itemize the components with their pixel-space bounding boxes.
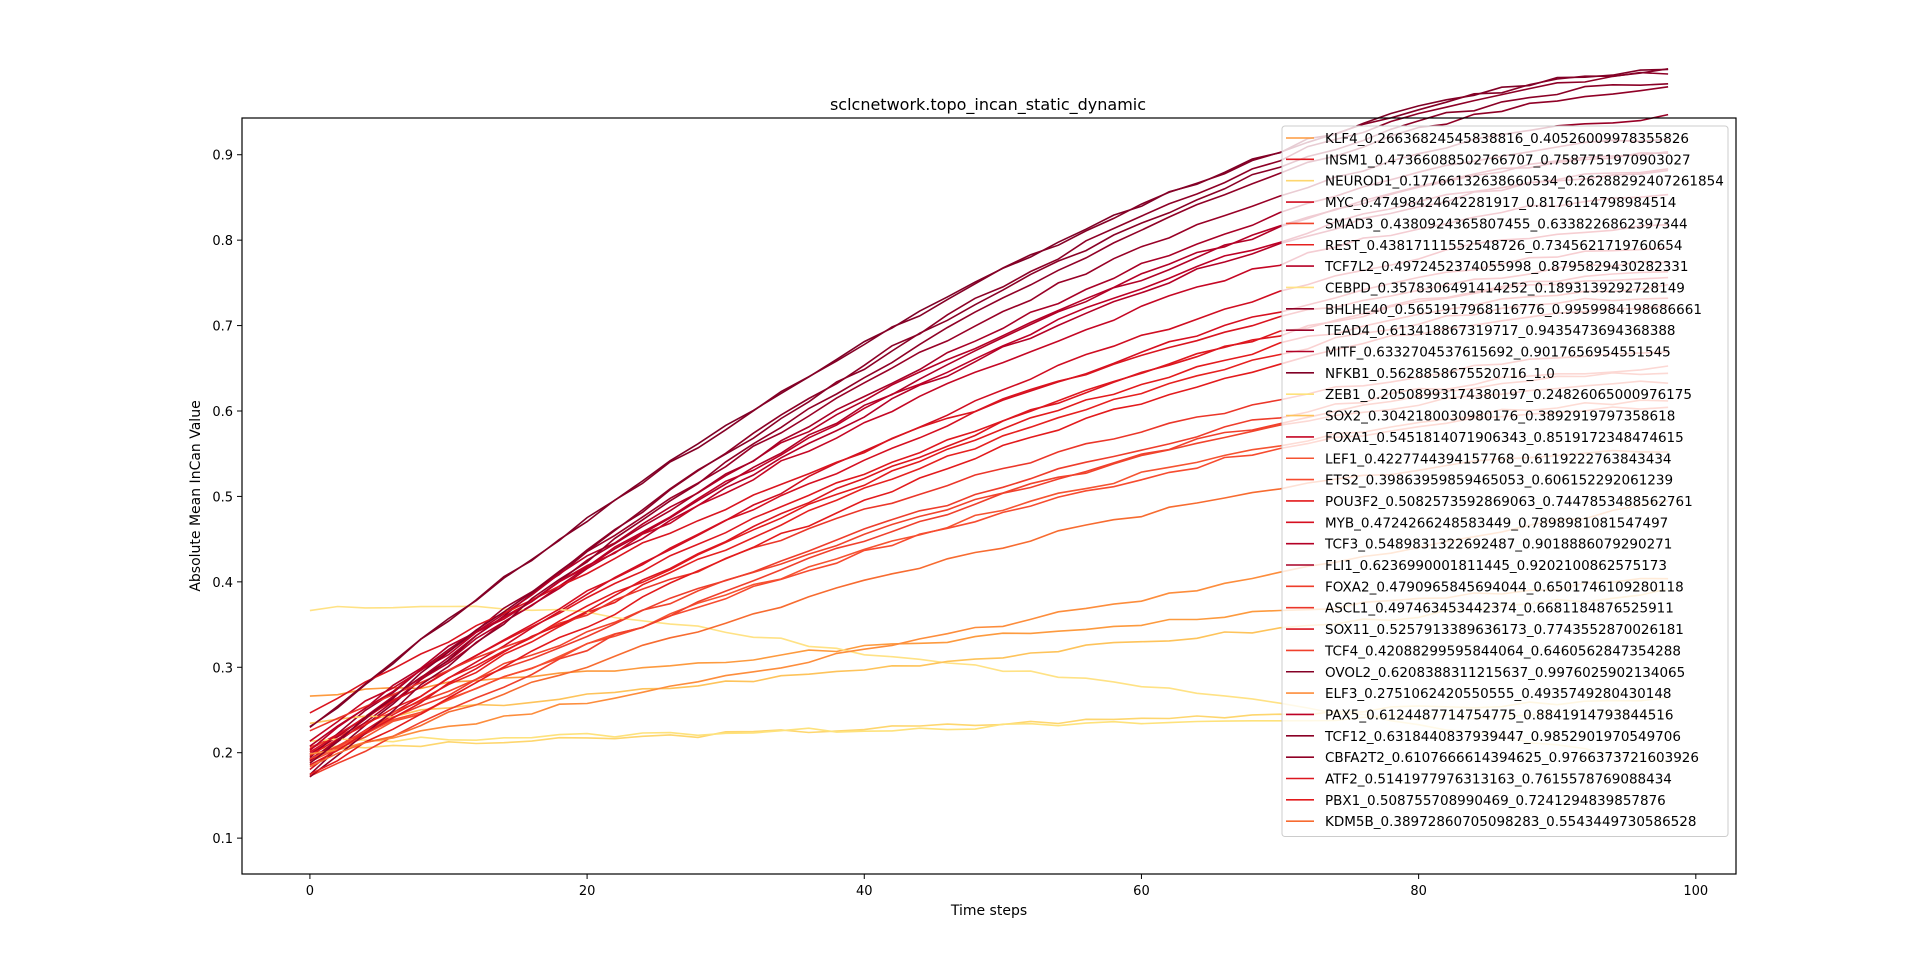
- x-axis: 0 20 40 60 80 100: [306, 874, 1708, 899]
- x-axis-label: Time steps: [950, 903, 1027, 919]
- legend-entry: SOX2_0.3042180030980176_0.38929197973586…: [1325, 409, 1675, 425]
- legend-entry: TCF12_0.6318440837939447_0.9852901970549…: [1324, 729, 1681, 745]
- legend-entry: FOXA2_0.4790965845694044_0.6501746109280…: [1325, 579, 1684, 595]
- legend-entry: FLI1_0.6236990001811445_0.92021008625751…: [1325, 558, 1667, 574]
- legend-entry: FOXA1_0.5451814071906343_0.8519172348474…: [1325, 430, 1684, 446]
- x-tick-label: 20: [579, 884, 596, 899]
- legend-entry: TEAD4_0.613418867319717_0.94354736943683…: [1324, 323, 1676, 339]
- legend-entry: OVOL2_0.6208388311215637_0.9976025902134…: [1325, 665, 1685, 681]
- legend: KLF4_0.26636824545838816_0.4052600997835…: [1281, 125, 1729, 838]
- legend-entry: CEBPD_0.3578306491414252_0.1893139292728…: [1325, 280, 1685, 296]
- legend-entry: NFKB1_0.5628858675520716_1.0: [1325, 366, 1555, 382]
- legend-entry: BHLHE40_0.5651917968116776_0.99599841986…: [1325, 302, 1702, 318]
- legend-entry: PAX5_0.6124487714754775_0.88419147938445…: [1325, 707, 1673, 723]
- x-tick-label: 0: [306, 884, 314, 899]
- legend-entry: LEF1_0.4227744394157768_0.61192227638434…: [1325, 451, 1672, 467]
- y-tick-label: 0.9: [212, 149, 233, 164]
- series-line: [309, 83, 1669, 764]
- y-tick-label: 0.2: [212, 747, 233, 762]
- legend-entry: ELF3_0.2751062420550555_0.49357492804301…: [1325, 686, 1672, 702]
- legend-entry: ETS2_0.39863959859465053_0.6061522920612…: [1325, 473, 1673, 489]
- y-tick-label: 0.1: [212, 832, 233, 847]
- legend-entry: SOX11_0.5257913389636173_0.7743552870026…: [1325, 622, 1684, 638]
- legend-entry: REST_0.43817111552548726_0.7345621719760…: [1325, 238, 1682, 254]
- y-tick-label: 0.3: [212, 661, 233, 676]
- legend-entry: CBFA2T2_0.6107666614394625_0.97663737216…: [1325, 750, 1699, 766]
- legend-entry: POU3F2_0.5082573592869063_0.744785348856…: [1325, 494, 1693, 510]
- legend-entry: MYC_0.47498424642281917_0.81761147989845…: [1325, 195, 1676, 211]
- y-tick-label: 0.8: [212, 234, 233, 249]
- x-tick-label: 60: [1133, 884, 1150, 899]
- legend-entry: TCF3_0.5489831322692487_0.90188860792902…: [1324, 537, 1672, 553]
- legend-entry: KLF4_0.26636824545838816_0.4052600997835…: [1325, 131, 1689, 147]
- legend-entry: ZEB1_0.20508993174380197_0.2482606500097…: [1325, 387, 1692, 403]
- legend-entry: MYB_0.4724266248583449_0.789898108154749…: [1325, 515, 1668, 531]
- x-tick-label: 40: [856, 884, 873, 899]
- series-line: [309, 86, 1669, 778]
- legend-entry: MITF_0.6332704537615692_0.90176569545515…: [1325, 345, 1671, 361]
- legend-entry: ATF2_0.5141977976313163_0.76155787690884…: [1325, 772, 1672, 788]
- legend-entry: TCF4_0.42088299595844064_0.6460562847354…: [1324, 643, 1681, 659]
- y-axis-label: Absolute Mean InCan Value: [188, 400, 204, 591]
- legend-entry: NEUROD1_0.17766132638660534_0.2628829240…: [1325, 174, 1724, 190]
- series-line: [309, 68, 1669, 729]
- y-tick-label: 0.7: [212, 320, 233, 335]
- x-tick-label: 80: [1410, 884, 1427, 899]
- legend-entry: INSM1_0.47366088502766707_0.758775197090…: [1325, 152, 1691, 168]
- legend-entry: KDM5B_0.38972860705098283_0.554344973058…: [1325, 814, 1696, 830]
- y-tick-label: 0.6: [212, 405, 233, 420]
- chart-title: sclcnetwork.topo_incan_static_dynamic: [830, 95, 1146, 115]
- y-tick-label: 0.4: [212, 576, 233, 591]
- legend-entry: TCF7L2_0.4972452374055998_0.879582943028…: [1324, 259, 1688, 275]
- legend-entry: PBX1_0.508755708990469_0.724129483985787…: [1325, 793, 1666, 809]
- legend-box: [1281, 125, 1729, 838]
- series-line: [309, 71, 1669, 776]
- y-tick-label: 0.5: [212, 490, 233, 505]
- legend-entry: ASCL1_0.497463453442374_0.66811848765259…: [1325, 601, 1674, 617]
- x-tick-label: 100: [1683, 884, 1708, 899]
- y-axis: 0.1 0.2 0.3 0.4 0.5 0.6 0.7 0.8 0.9: [212, 149, 242, 847]
- legend-entry: SMAD3_0.4380924365807455_0.6338226862397…: [1325, 216, 1688, 232]
